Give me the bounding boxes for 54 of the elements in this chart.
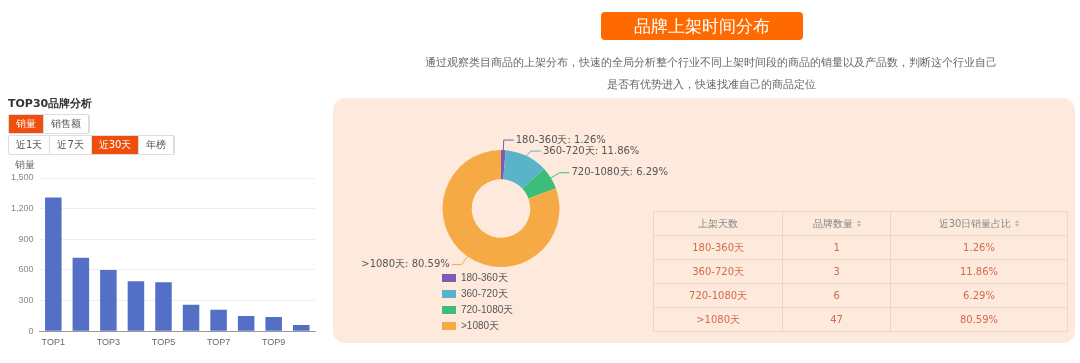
legend-label: >1080天 [461, 319, 500, 331]
text: 近30天 [91, 136, 140, 154]
text: 近7天 [50, 136, 92, 154]
bar [127, 281, 145, 331]
text: 通过观察类目商品的上架分布，快速的全局分析整个行业不同上架时间段的商品的销量以及产品数，判断这个行业自己是否有优势进入，快速找准自己的商品定位 [424, 55, 998, 93]
bar [72, 257, 90, 331]
bar [100, 269, 117, 331]
x-tick-label: TOP5 [151, 337, 176, 348]
text: 720-1080天 [689, 289, 748, 301]
text: >1080天 [696, 313, 741, 325]
text: 销售额 [44, 115, 89, 133]
text: 360-720天 [692, 265, 745, 277]
bar [265, 316, 282, 331]
y-axis-title: 销量 [14, 158, 35, 170]
data-label: >1080天: 80.59% [361, 258, 450, 270]
bar [45, 197, 62, 331]
bar [155, 282, 172, 331]
text: 6 [833, 290, 840, 301]
y-tick-label: 1,200 [10, 203, 34, 214]
data-label: 360-720天: 11.86% [542, 144, 640, 156]
data-label: 180-360天: 1.26% [515, 133, 606, 145]
x-tick-label: TOP9 [262, 337, 286, 348]
text: 6.29% [963, 290, 995, 301]
legend-label: 360-720天 [461, 287, 508, 299]
text: 80.59% [959, 314, 999, 325]
data-label: 720-1080天: 6.29% [571, 166, 668, 178]
chart-title: TOP30品牌分析 [8, 96, 93, 111]
text: 1 [833, 242, 840, 253]
text: 180-360天 [692, 241, 745, 253]
text: 品牌数量 [812, 217, 853, 229]
bar [182, 304, 200, 331]
x-tick-label: TOP7 [206, 337, 231, 348]
bar [237, 315, 255, 331]
text: 年榜 [139, 136, 175, 154]
bar [210, 309, 227, 331]
text: 47 [830, 314, 843, 325]
text: 上架天数 [698, 217, 739, 229]
y-tick-label: 600 [18, 264, 34, 275]
text: 3 [833, 266, 840, 277]
x-tick-label: TOP1 [41, 337, 65, 348]
bar [292, 325, 310, 331]
y-tick-label: 900 [18, 233, 34, 244]
y-tick-label: 300 [18, 295, 34, 306]
text: 近30日销量占比 [938, 217, 1012, 229]
x-tick-label: TOP3 [96, 337, 121, 348]
legend-label: 720-1080天 [461, 303, 514, 315]
text: 11.86% [959, 266, 999, 277]
y-tick-label: 0 [28, 325, 34, 336]
legend-label: 180-360天 [461, 271, 508, 283]
text: 1.26% [963, 242, 995, 253]
text: 近1天 [9, 136, 51, 154]
text: 销量 [9, 115, 44, 133]
y-tick-label: 1,500 [10, 172, 34, 183]
text: 品牌上架时间分布 [601, 12, 803, 40]
